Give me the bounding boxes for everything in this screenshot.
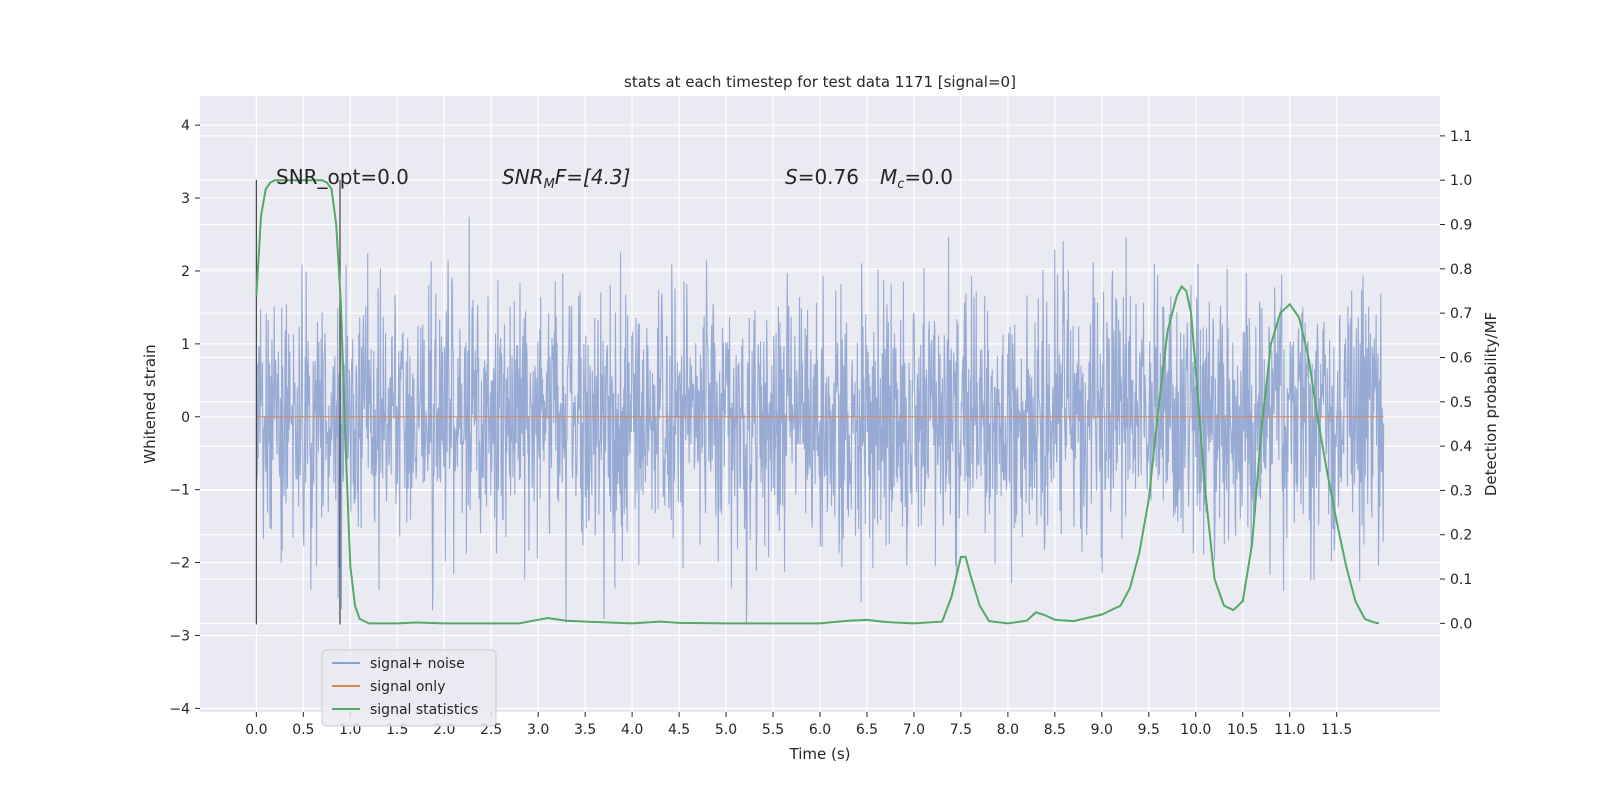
y-axis-label: Whitened strain (141, 344, 159, 463)
x-tick-label: 7.5 (950, 722, 972, 738)
y-tick-label: −4 (169, 701, 190, 717)
annotation-mc-prefix: M (880, 165, 897, 189)
x-tick-label: 8.0 (997, 722, 1019, 738)
y-right-tick-label: 0.9 (1450, 218, 1472, 234)
noise-series (255, 216, 1385, 625)
x-tick-label: 5.5 (762, 722, 784, 738)
x-tick-label: 4.5 (668, 722, 690, 738)
x-tick-label: 0.5 (292, 722, 314, 738)
y-right-tick-label: 0.2 (1450, 528, 1472, 544)
annotation-snr-opt: SNR_opt=0.0 (276, 165, 409, 189)
y-tick-label: −1 (169, 483, 190, 499)
chart-title: stats at each timestep for test data 117… (624, 73, 1016, 91)
annotation-snr-mf-sub: M (544, 177, 555, 192)
y-right-tick-label: 1.0 (1450, 173, 1472, 189)
annotation-mc-suffix: =0.0 (904, 165, 953, 189)
y-right-tick-label: 0.8 (1450, 262, 1472, 278)
y-tick-label: −3 (169, 628, 190, 644)
annotation-s: S=0.76 (785, 165, 859, 189)
y-right-tick-label: 0.7 (1450, 306, 1472, 322)
x-tick-label: 10.5 (1227, 722, 1258, 738)
series-layer (255, 179, 1384, 625)
x-tick-label: 11.5 (1321, 722, 1352, 738)
x-tick-label: 5.0 (715, 722, 737, 738)
annotation-snr-mf-suffix: F=[4.3] (555, 165, 631, 189)
legend-label-signal-statistics: signal statistics (370, 702, 478, 718)
annotation-s-prefix: S (785, 165, 798, 189)
y-tick-label: 1 (181, 337, 190, 353)
y-tick-label: 4 (181, 118, 190, 134)
y-right-tick-label: 0.0 (1450, 616, 1472, 632)
annotation-mc: Mc=0.0 (880, 165, 953, 192)
legend-label-signal-noise: signal+ noise (370, 656, 465, 672)
y-right-tick-label: 0.3 (1450, 483, 1472, 499)
annotation-snr-mf: SNRMF=[4.3] (502, 165, 630, 192)
y-tick-label: 2 (181, 264, 190, 280)
x-tick-label: 3.5 (574, 722, 596, 738)
annotation-mc-sub: c (897, 177, 904, 192)
annotation-s-suffix: =0.76 (798, 165, 859, 189)
x-tick-label: 3.0 (527, 722, 549, 738)
x-tick-label: 9.5 (1138, 722, 1160, 738)
x-tick-label: 6.5 (856, 722, 878, 738)
annotation-snr-mf-prefix: SNR (502, 165, 544, 189)
x-axis-label: Time (s) (789, 745, 851, 763)
x-tick-label: 11.0 (1274, 722, 1305, 738)
series-signal-noise (255, 216, 1385, 625)
x-tick-label: 9.0 (1091, 722, 1113, 738)
legend: signal+ noise signal only signal statist… (321, 649, 497, 727)
x-tick-label: 0.0 (245, 722, 267, 738)
y-tick-label: 0 (181, 410, 190, 426)
x-tick-label: 4.0 (621, 722, 643, 738)
y-right-tick-label: 1.1 (1450, 129, 1472, 145)
series-signal-statistics (255, 179, 1380, 625)
y-tick-label: 3 (181, 191, 190, 207)
y-right-tick-label: 0.6 (1450, 350, 1472, 366)
x-tick-label: 10.0 (1180, 722, 1211, 738)
legend-box (321, 649, 497, 727)
x-tick-label: 6.0 (809, 722, 831, 738)
y-right-tick-label: 0.4 (1450, 439, 1472, 455)
y-axis-right-label: Detection probability/MF (1482, 312, 1500, 496)
y-right-tick-label: 0.1 (1450, 572, 1472, 588)
y-right-tick-label: 0.5 (1450, 395, 1472, 411)
x-tick-label: 7.0 (903, 722, 925, 738)
y-tick-label: −2 (169, 556, 190, 572)
x-tick-label: 8.5 (1044, 722, 1066, 738)
legend-label-signal-only: signal only (370, 679, 445, 695)
